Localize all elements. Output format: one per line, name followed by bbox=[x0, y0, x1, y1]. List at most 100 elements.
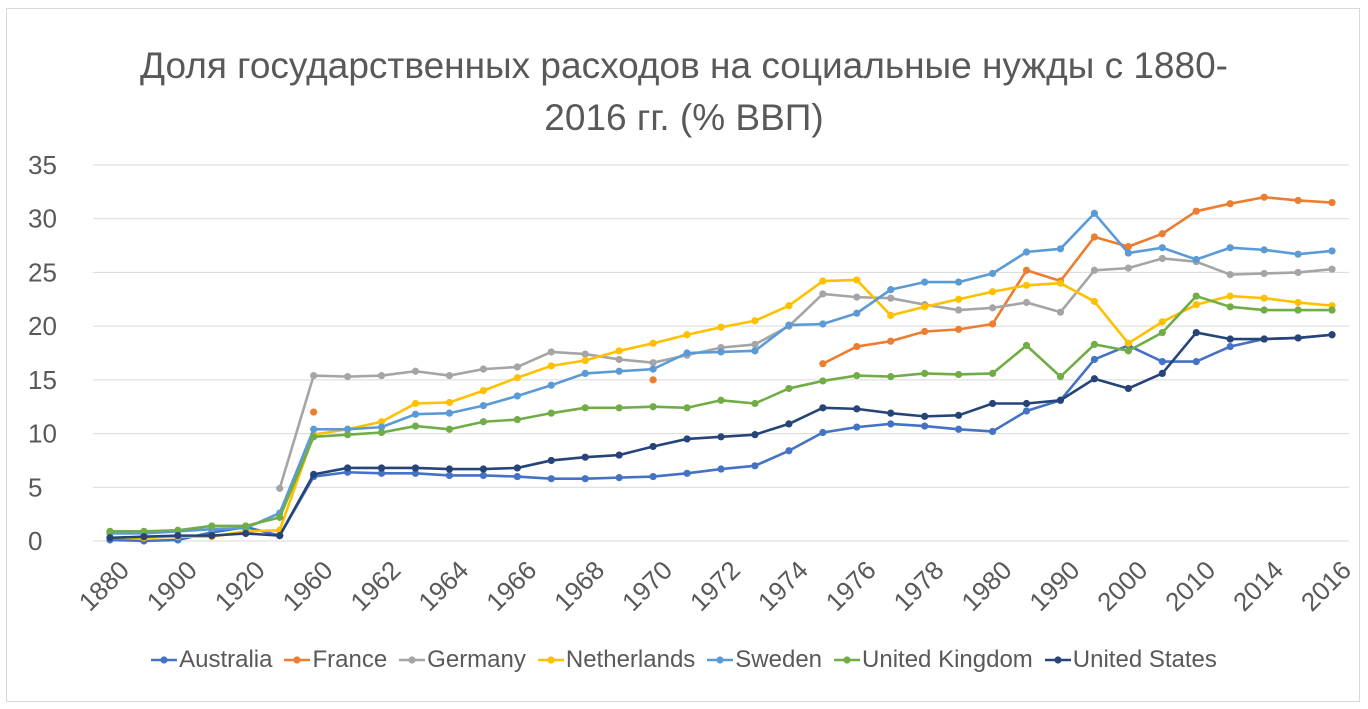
data-point bbox=[988, 427, 997, 436]
data-point bbox=[887, 311, 895, 319]
data-point bbox=[988, 304, 997, 312]
data-point bbox=[581, 356, 589, 365]
data-point bbox=[683, 469, 691, 477]
data-point bbox=[988, 399, 997, 408]
data-point bbox=[1056, 279, 1065, 287]
data-point bbox=[1124, 249, 1132, 257]
data-point bbox=[1090, 297, 1099, 306]
data-point bbox=[1090, 233, 1099, 241]
y-tick-label: 5 bbox=[28, 472, 42, 502]
data-point bbox=[887, 373, 895, 381]
data-point bbox=[988, 269, 997, 278]
data-point bbox=[343, 425, 352, 433]
data-point bbox=[1294, 196, 1302, 205]
data-point bbox=[479, 402, 487, 410]
data-point bbox=[1022, 266, 1031, 274]
data-point bbox=[445, 471, 454, 480]
data-point bbox=[649, 472, 657, 481]
data-point bbox=[479, 418, 487, 426]
data-point bbox=[174, 526, 182, 534]
data-point bbox=[819, 277, 827, 285]
data-point bbox=[1328, 265, 1336, 273]
data-point bbox=[581, 404, 589, 412]
x-tick-label: 2010 bbox=[1159, 555, 1221, 617]
x-tick-label: 1968 bbox=[548, 555, 610, 617]
data-point bbox=[1226, 342, 1234, 351]
x-tick-label: 2016 bbox=[1295, 555, 1357, 617]
data-point bbox=[1294, 250, 1302, 258]
data-point bbox=[955, 306, 963, 314]
data-point bbox=[1056, 373, 1065, 381]
data-point bbox=[1328, 331, 1336, 339]
legend-label: Netherlands bbox=[565, 646, 696, 673]
data-point bbox=[853, 342, 861, 351]
data-point bbox=[683, 331, 691, 339]
data-point bbox=[581, 369, 589, 378]
data-point bbox=[819, 320, 827, 328]
data-point bbox=[955, 295, 963, 303]
data-point bbox=[411, 469, 420, 477]
legend-label: France bbox=[312, 646, 388, 673]
data-point bbox=[377, 423, 386, 431]
data-point bbox=[887, 286, 895, 294]
legend-item: Germany bbox=[399, 646, 526, 674]
data-point bbox=[1192, 292, 1200, 300]
data-point bbox=[1226, 200, 1234, 208]
data-point bbox=[649, 365, 657, 373]
data-point bbox=[921, 369, 929, 378]
data-point bbox=[1294, 334, 1302, 342]
data-point bbox=[411, 399, 420, 408]
legend-key bbox=[537, 656, 564, 664]
data-point bbox=[615, 355, 623, 364]
data-point bbox=[343, 431, 352, 439]
data-point bbox=[513, 392, 521, 400]
data-point bbox=[785, 384, 793, 393]
x-tick-label: 2000 bbox=[1091, 555, 1153, 617]
data-point bbox=[377, 418, 386, 426]
data-point bbox=[649, 376, 657, 384]
data-point bbox=[1022, 407, 1031, 415]
data-point bbox=[1328, 247, 1336, 255]
data-point bbox=[853, 371, 861, 380]
data-point bbox=[513, 464, 521, 472]
data-point bbox=[1090, 340, 1099, 349]
legend-dot bbox=[160, 656, 168, 664]
data-point bbox=[479, 365, 487, 373]
y-tick-label: 30 bbox=[28, 204, 57, 234]
data-point bbox=[547, 362, 555, 370]
data-point bbox=[1124, 264, 1132, 272]
legend-label: United States bbox=[1072, 646, 1217, 673]
data-point bbox=[1226, 270, 1234, 279]
data-point bbox=[377, 469, 386, 477]
data-point bbox=[1124, 347, 1132, 355]
legend-item: United States bbox=[1044, 646, 1217, 674]
data-point bbox=[513, 374, 521, 382]
data-point bbox=[310, 425, 318, 433]
legend-item: France bbox=[284, 646, 387, 674]
x-tick-label: 1974 bbox=[752, 555, 814, 617]
data-point bbox=[377, 371, 386, 380]
legend-item: Sweden bbox=[707, 646, 822, 674]
data-point bbox=[242, 529, 250, 538]
data-point bbox=[411, 367, 420, 375]
x-tick-label: 1964 bbox=[412, 555, 474, 617]
data-point bbox=[785, 447, 793, 455]
data-point bbox=[1158, 254, 1166, 263]
data-point bbox=[819, 404, 827, 412]
data-point bbox=[377, 464, 386, 472]
data-point bbox=[1260, 269, 1268, 278]
data-point bbox=[717, 396, 725, 404]
data-point bbox=[853, 276, 861, 284]
x-tick-label: 1972 bbox=[684, 555, 746, 617]
data-point bbox=[785, 302, 793, 310]
data-point bbox=[887, 294, 895, 302]
data-point bbox=[887, 409, 895, 417]
data-point bbox=[955, 425, 963, 433]
data-point bbox=[276, 532, 284, 540]
data-point bbox=[819, 290, 827, 298]
data-point bbox=[140, 527, 148, 535]
data-point bbox=[1124, 339, 1132, 347]
data-point bbox=[717, 323, 725, 331]
data-point bbox=[955, 370, 963, 379]
data-point bbox=[581, 475, 589, 483]
